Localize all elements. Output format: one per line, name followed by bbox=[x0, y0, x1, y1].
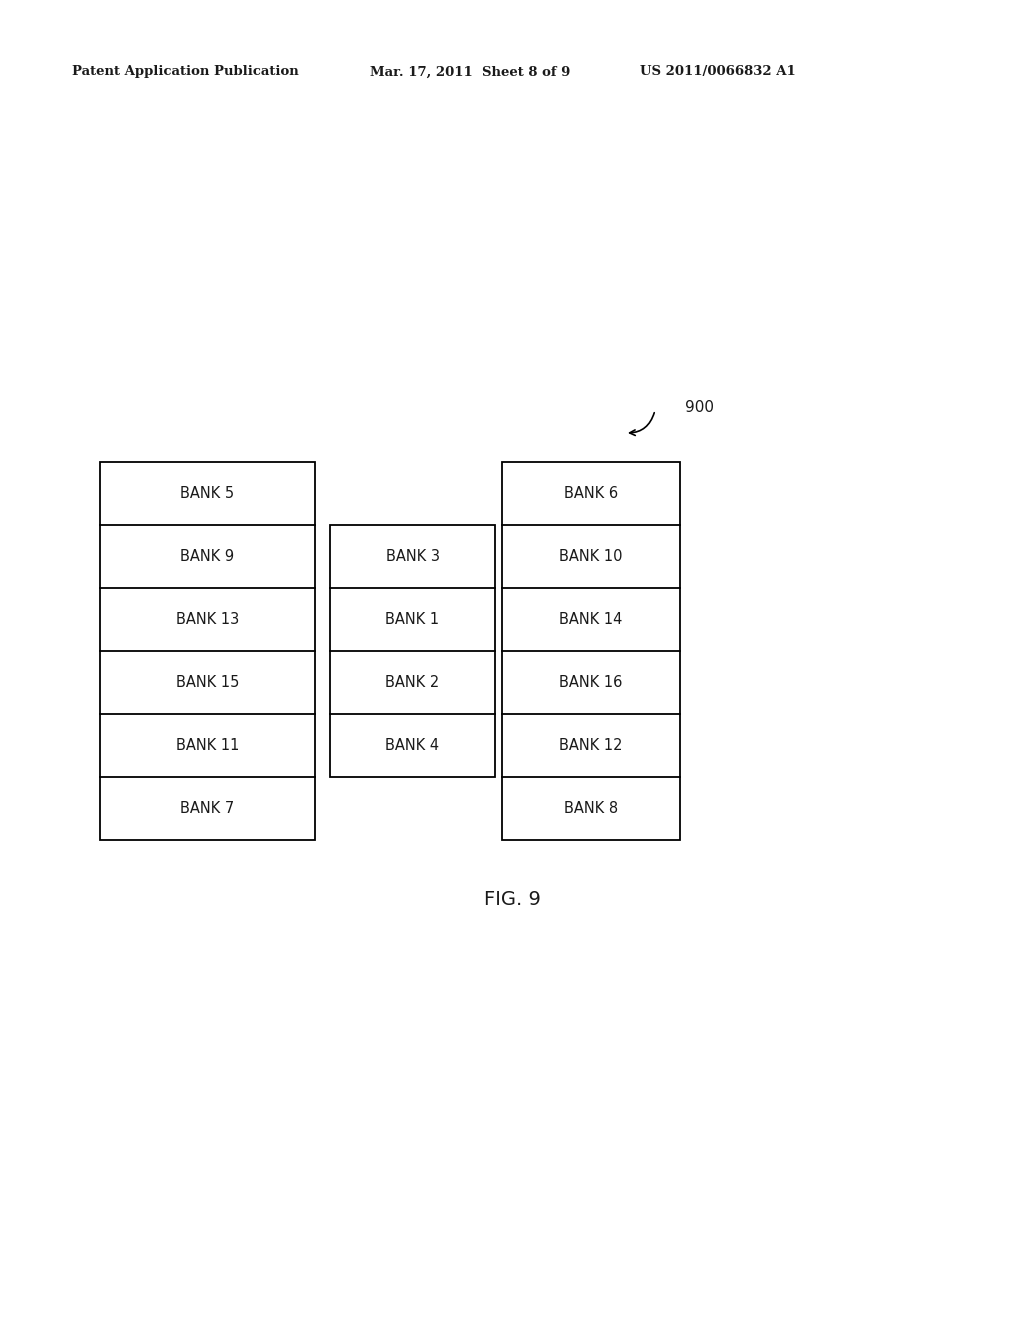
Bar bbox=[502, 462, 680, 840]
Bar bbox=[330, 525, 495, 777]
Text: BANK 8: BANK 8 bbox=[564, 801, 618, 816]
Text: Patent Application Publication: Patent Application Publication bbox=[72, 66, 299, 78]
Text: BANK 15: BANK 15 bbox=[176, 675, 240, 690]
Text: BANK 5: BANK 5 bbox=[180, 486, 234, 502]
Text: BANK 3: BANK 3 bbox=[385, 549, 439, 564]
Text: BANK 14: BANK 14 bbox=[559, 612, 623, 627]
Bar bbox=[100, 462, 315, 840]
Text: BANK 9: BANK 9 bbox=[180, 549, 234, 564]
Text: BANK 13: BANK 13 bbox=[176, 612, 240, 627]
Text: 900: 900 bbox=[685, 400, 714, 416]
Text: US 2011/0066832 A1: US 2011/0066832 A1 bbox=[640, 66, 796, 78]
Text: Mar. 17, 2011  Sheet 8 of 9: Mar. 17, 2011 Sheet 8 of 9 bbox=[370, 66, 570, 78]
Text: BANK 1: BANK 1 bbox=[385, 612, 439, 627]
Text: BANK 2: BANK 2 bbox=[385, 675, 439, 690]
Text: BANK 11: BANK 11 bbox=[176, 738, 240, 752]
Text: BANK 7: BANK 7 bbox=[180, 801, 234, 816]
Text: BANK 12: BANK 12 bbox=[559, 738, 623, 752]
Text: BANK 10: BANK 10 bbox=[559, 549, 623, 564]
Text: BANK 4: BANK 4 bbox=[385, 738, 439, 752]
Text: FIG. 9: FIG. 9 bbox=[483, 890, 541, 909]
Text: BANK 16: BANK 16 bbox=[559, 675, 623, 690]
Text: BANK 6: BANK 6 bbox=[564, 486, 618, 502]
